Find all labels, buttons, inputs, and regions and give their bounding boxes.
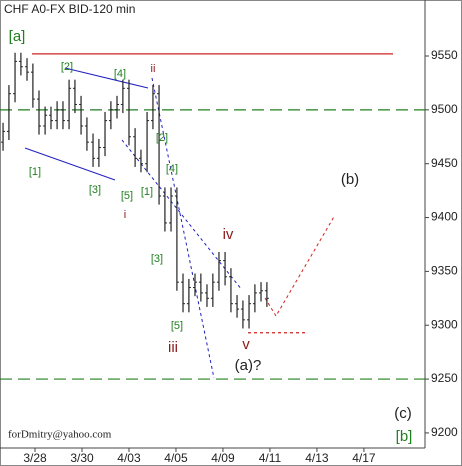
wave-label: [3]: [89, 184, 101, 196]
y-tick-label: 9550: [431, 48, 458, 62]
y-tick-label: 9300: [431, 317, 458, 331]
y-tick-label: 9250: [431, 371, 458, 385]
projection: [264, 214, 336, 317]
wave-label: [b]: [396, 428, 413, 445]
wave-label: (c): [394, 405, 412, 422]
y-tick-label: 9500: [431, 102, 458, 116]
footer: forDmitry@yahoo.com: [8, 429, 112, 441]
wave-label: [4]: [166, 163, 178, 175]
wave-label: [1]: [141, 186, 153, 198]
chart-title: CHF A0-FX BID-120 min: [4, 2, 135, 16]
wave-label: [5]: [171, 320, 183, 332]
wave-label: iv: [223, 226, 234, 243]
x-tick-label: 4/05: [164, 451, 188, 465]
wave-label: [5]: [121, 190, 133, 202]
x-tick-label: 4/17: [352, 451, 376, 465]
channel-line: [121, 139, 243, 291]
wave-label: (a)?: [235, 357, 262, 374]
wave-label: (b): [341, 171, 359, 188]
wave-label: [a]: [9, 28, 26, 45]
trend-line: [64, 67, 149, 89]
wave-label: [1]: [29, 166, 41, 178]
wave-label: iii: [168, 339, 178, 356]
wave-label: i: [124, 209, 126, 221]
x-tick-label: 4/09: [211, 451, 235, 465]
y-tick-label: 9450: [431, 156, 458, 170]
wave-label: [4]: [114, 68, 126, 80]
wave-label: ii: [151, 63, 156, 75]
wave-label: [3]: [151, 253, 163, 265]
wave-label: [2]: [156, 132, 168, 144]
y-tick-label: 9350: [431, 264, 458, 278]
y-tick-label: 9400: [431, 210, 458, 224]
y-tick-label: 9200: [431, 425, 458, 439]
x-tick-label: 4/11: [259, 451, 282, 465]
wave-label: v: [242, 336, 250, 353]
wave-label: [2]: [61, 61, 73, 73]
x-tick-label: 3/30: [70, 451, 94, 465]
x-tick-label: 4/03: [117, 451, 141, 465]
trend-line: [24, 147, 116, 181]
x-tick-label: 3/28: [23, 451, 47, 465]
x-tick-label: 4/13: [305, 451, 329, 465]
